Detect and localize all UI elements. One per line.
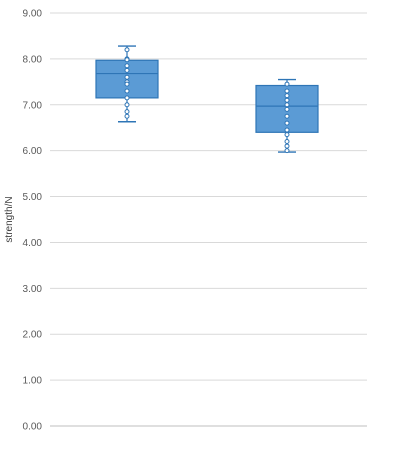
data-point [284,138,290,144]
data-point [284,120,290,126]
data-point [284,97,290,103]
y-axis-title: strength/N [4,196,15,242]
data-point [124,81,130,87]
y-tick-label: 7.00 [23,100,43,111]
y-tick-label: 4.00 [23,238,43,249]
data-point [284,127,290,133]
grid-lines [50,12,367,381]
data-point [284,102,290,108]
data-point [124,47,130,53]
box-series [95,45,319,154]
y-tick-labels: 0.00 1.00 2.00 3.00 4.00 5.00 6.00 7.00 8.00 9.00 [23,9,43,433]
data-point [124,95,130,101]
data-point [124,63,130,69]
y-tick-label: 5.00 [23,192,43,203]
data-point [124,67,130,73]
data-point [124,102,130,108]
y-tick-label: 6.00 [23,146,43,157]
data-point [284,132,290,138]
box-1 [95,45,159,123]
data-point [124,88,130,94]
data-point [124,74,130,80]
data-point [284,93,290,99]
y-tick-label: 0.00 [23,422,43,433]
y-tick-label: 8.00 [23,54,43,65]
y-tick-label: 1.00 [23,376,43,387]
data-point [284,148,290,154]
y-tick-label: 3.00 [23,284,43,295]
data-point [124,109,130,115]
y-tick-label: 2.00 [23,330,43,341]
data-point [284,81,290,87]
box-2 [255,78,319,154]
data-point [284,143,290,149]
data-point [284,106,290,112]
data-point [124,57,130,63]
data-point [284,88,290,94]
data-point [124,113,130,119]
y-tick-label: 9.00 [23,9,43,20]
data-point [284,113,290,119]
